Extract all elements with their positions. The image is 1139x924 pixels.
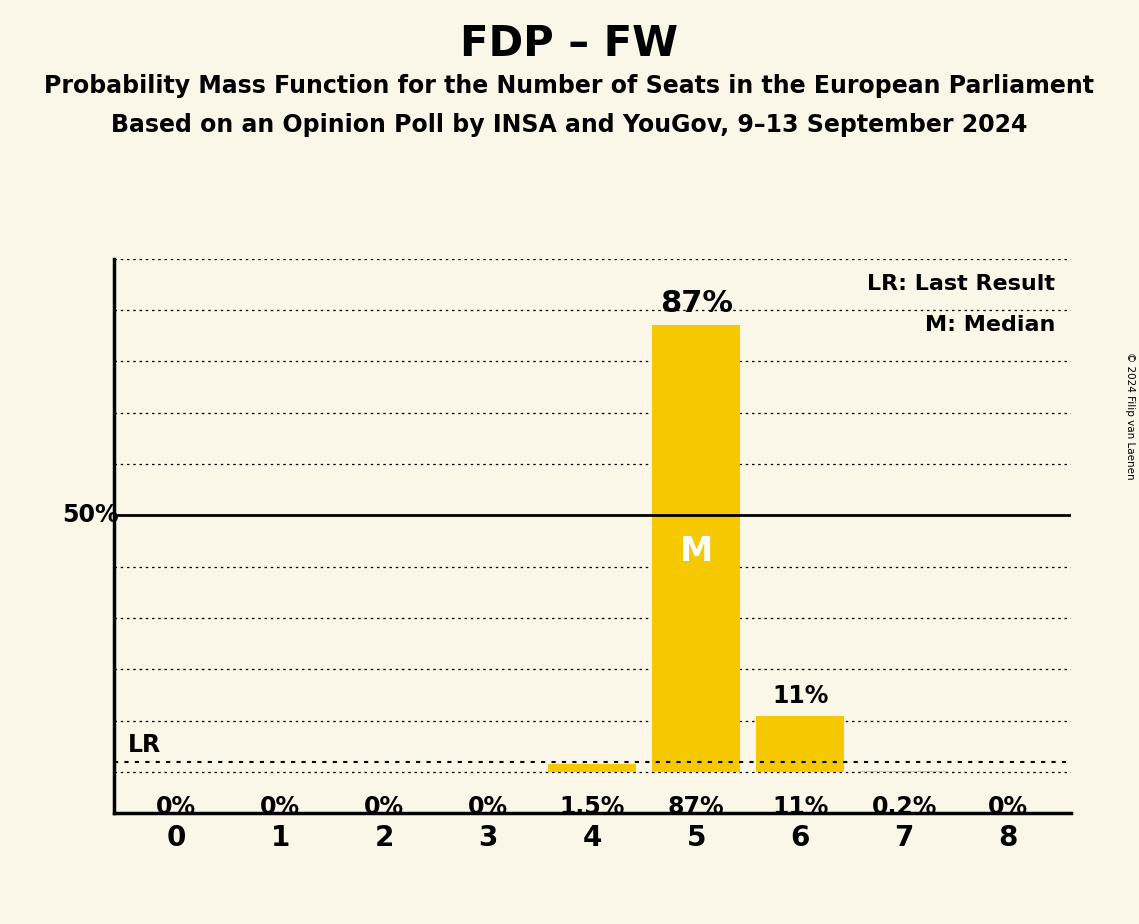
Text: LR: Last Result: LR: Last Result xyxy=(867,274,1055,294)
Text: 0.2%: 0.2% xyxy=(871,796,937,820)
Text: 87%: 87% xyxy=(659,289,732,318)
Text: 11%: 11% xyxy=(772,684,828,708)
Bar xyxy=(756,715,844,772)
Text: FDP – FW: FDP – FW xyxy=(460,23,679,65)
Bar xyxy=(652,325,740,772)
Text: 0%: 0% xyxy=(260,796,301,820)
Bar xyxy=(548,764,637,772)
Text: Probability Mass Function for the Number of Seats in the European Parliament: Probability Mass Function for the Number… xyxy=(44,74,1095,98)
Text: 0%: 0% xyxy=(156,796,196,820)
Text: M: Median: M: Median xyxy=(925,315,1055,335)
Text: LR: LR xyxy=(128,733,161,757)
Text: © 2024 Filip van Laenen: © 2024 Filip van Laenen xyxy=(1125,352,1134,480)
Text: 0%: 0% xyxy=(364,796,404,820)
Text: 11%: 11% xyxy=(772,796,828,820)
Text: 0%: 0% xyxy=(989,796,1029,820)
Bar xyxy=(860,771,949,772)
Text: 1.5%: 1.5% xyxy=(559,796,625,820)
Text: 0%: 0% xyxy=(468,796,508,820)
Text: Based on an Opinion Poll by INSA and YouGov, 9–13 September 2024: Based on an Opinion Poll by INSA and You… xyxy=(112,113,1027,137)
Text: 87%: 87% xyxy=(667,796,724,820)
Text: M: M xyxy=(680,535,713,568)
Text: 50%: 50% xyxy=(63,504,120,528)
